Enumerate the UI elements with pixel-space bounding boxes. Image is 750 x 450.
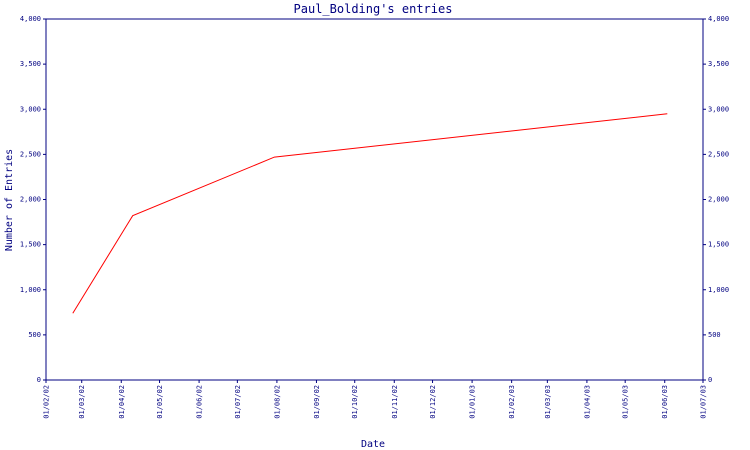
y-tick-label-left: 1,000 <box>20 286 41 294</box>
x-tick-label: 01/04/02 <box>118 385 126 419</box>
y-tick-label-left: 2,500 <box>20 150 41 158</box>
x-tick-label: 01/06/03 <box>661 385 669 419</box>
y-tick-label-left: 2,000 <box>20 196 41 204</box>
y-ticks-left: 0 500 1,000 1,500 2,000 2,500 3,000 3,500 4,000 <box>20 15 46 384</box>
y-tick-label-right: 1,000 <box>708 286 729 294</box>
y-ticks-right: 0 500 1,000 1,500 2,000 2,500 3,000 3,500 4,000 <box>703 15 729 384</box>
x-tick-label: 01/11/02 <box>391 385 399 419</box>
x-tick-label: 01/12/02 <box>429 385 437 419</box>
x-tick-label: 01/05/03 <box>622 385 630 419</box>
x-tick-label: 01/06/02 <box>196 385 204 419</box>
plot-area <box>45 18 704 381</box>
y-tick-label-left: 0 <box>37 376 41 384</box>
series-line <box>72 113 668 314</box>
x-tick-label: 01/05/02 <box>156 385 164 419</box>
series-group <box>72 113 668 314</box>
x-tick-label: 01/01/03 <box>469 385 477 419</box>
y-tick-label-right: 0 <box>708 376 712 384</box>
y-tick-label-right: 500 <box>708 331 721 339</box>
x-tick-label: 01/10/02 <box>351 385 359 419</box>
x-tick-label: 01/03/02 <box>78 385 86 419</box>
y-tick-label-right: 2,000 <box>708 196 729 204</box>
y-tick-label-right: 3,500 <box>708 60 729 68</box>
x-tick-label: 01/07/02 <box>234 385 242 419</box>
chart-title: Paul_Bolding's entries <box>294 2 453 16</box>
y-tick-label-left: 500 <box>28 331 41 339</box>
y-tick-label-left: 3,500 <box>20 60 41 68</box>
x-axis-label: Date <box>361 439 385 450</box>
y-tick-label-right: 1,500 <box>708 241 729 249</box>
y-tick-label-left: 1,500 <box>20 241 41 249</box>
x-tick-label: 01/07/03 <box>700 385 708 419</box>
y-tick-label-left: 4,000 <box>20 15 41 23</box>
y-tick-label-left: 3,000 <box>20 105 41 113</box>
x-tick-label: 01/08/02 <box>273 385 281 419</box>
x-tick-label: 01/02/02 <box>43 385 51 419</box>
x-tick-label: 01/09/02 <box>313 385 321 419</box>
y-tick-label-right: 2,500 <box>708 150 729 158</box>
x-tick-label: 01/02/03 <box>508 385 516 419</box>
x-ticks: 01/02/02 01/03/02 01/04/02 01/05/02 01/06/02… <box>43 380 708 419</box>
y-tick-label-right: 4,000 <box>708 15 729 23</box>
y-axis-label: Number of Entries <box>4 149 15 251</box>
y-tick-label-right: 3,000 <box>708 105 729 113</box>
x-tick-label: 01/03/03 <box>544 385 552 419</box>
x-tick-label: 01/04/03 <box>583 385 591 419</box>
